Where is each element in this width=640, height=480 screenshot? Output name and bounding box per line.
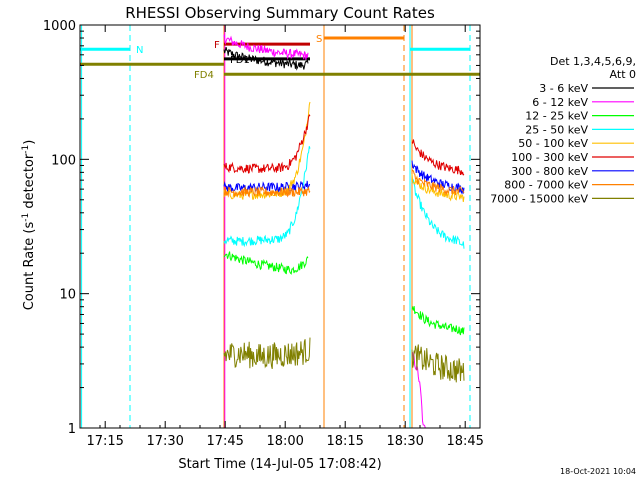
- axes: 17:15 17:30 17:45 18:00 18:15 18:30 18:45 1 10 10…: [43, 19, 484, 449]
- y-tick-label-100: 100: [51, 153, 76, 168]
- y-axis-label: Count Rate (s-1 detector-1): [21, 140, 37, 311]
- legend-label-300-800-kev: 300 - 800 keV: [511, 165, 588, 178]
- x-tick-label-18-30: 18:30: [386, 434, 423, 449]
- chart-title: RHESSI Observing Summary Count Rates: [125, 4, 435, 22]
- series-7000-15000-kev-segment-1: [411, 344, 465, 383]
- interval-label-n: N: [136, 45, 143, 56]
- series-300-800-kev-segment-0: [223, 180, 311, 193]
- x-tick-label-17-15: 17:15: [86, 434, 123, 449]
- date-stamp: 18-Oct-2021 10:04: [560, 467, 636, 476]
- legend-label-7000-15000-kev: 7000 - 15000 keV: [490, 192, 588, 205]
- y-label-sup2: -1: [21, 145, 31, 154]
- series-25-50-kev-segment-1: [411, 178, 465, 249]
- x-tick-label-18-00: 18:00: [266, 434, 303, 449]
- y-label-end: ): [22, 140, 37, 145]
- series-6-12-kev-segment-1: [411, 352, 426, 429]
- plot-frame: [79, 24, 481, 429]
- svg-text:Count Rate (s-1 detector-1): Count Rate (s-1 detector-1): [21, 140, 37, 311]
- legend-header-1: Det 1,3,4,5,6,9,: [550, 55, 636, 68]
- data-series: [223, 34, 465, 429]
- y-tick-label-1000: 1000: [43, 19, 76, 34]
- series-100-300-kev-segment-0: [223, 114, 311, 174]
- series-100-300-kev-segment-1: [411, 139, 465, 176]
- interval-label-s: S: [316, 34, 322, 45]
- state-intervals: N F S FD1 FD4: [80, 34, 480, 81]
- series-50-100-kev-segment-1: [411, 173, 465, 202]
- x-tick-label-17-30: 17:30: [146, 434, 183, 449]
- series-800-7000-kev-segment-1: [411, 169, 465, 196]
- series-800-7000-kev-segment-0: [223, 185, 311, 199]
- y-label-sup1: -1: [21, 213, 31, 222]
- series-12-25-kev-segment-0: [223, 251, 309, 275]
- legend-label-3-6-kev: 3 - 6 keV: [539, 82, 588, 95]
- x-tick-label-18-15: 18:15: [326, 434, 363, 449]
- series-25-50-kev-segment-0: [223, 146, 311, 248]
- x-tick-label-18-45: 18:45: [446, 434, 483, 449]
- legend-label-100-300-kev: 100 - 300 keV: [511, 151, 588, 164]
- series-7000-15000-kev-segment-0: [223, 337, 311, 370]
- legend-label-25-50-kev: 25 - 50 keV: [525, 123, 588, 136]
- legend-label-50-100-kev: 50 - 100 keV: [518, 137, 588, 150]
- interval-label-fd4: FD4: [194, 70, 214, 81]
- y-tick-label-10: 10: [59, 288, 76, 303]
- series-6-12-kev-segment-0: [223, 34, 309, 61]
- legend-header-2: Att 0: [610, 68, 636, 81]
- interval-boundaries: [81, 25, 471, 428]
- y-label-mid: detector: [22, 153, 37, 213]
- series-3-6-kev-segment-0: [223, 47, 309, 71]
- x-axis-label: Start Time (14-Jul-05 17:08:42): [178, 457, 381, 472]
- y-label-main: Count Rate (s: [22, 222, 37, 311]
- legend-label-12-25-kev: 12 - 25 keV: [525, 110, 588, 123]
- legend-label-6-12-kev: 6 - 12 keV: [532, 96, 588, 109]
- interval-label-f: F: [214, 40, 220, 51]
- y-tick-label-1: 1: [68, 422, 76, 437]
- series-12-25-kev-segment-1: [411, 305, 465, 336]
- interval-label-fd1: FD1: [230, 55, 250, 66]
- x-tick-label-17-45: 17:45: [206, 434, 243, 449]
- legend-label-800-7000-kev: 800 - 7000 keV: [504, 179, 588, 192]
